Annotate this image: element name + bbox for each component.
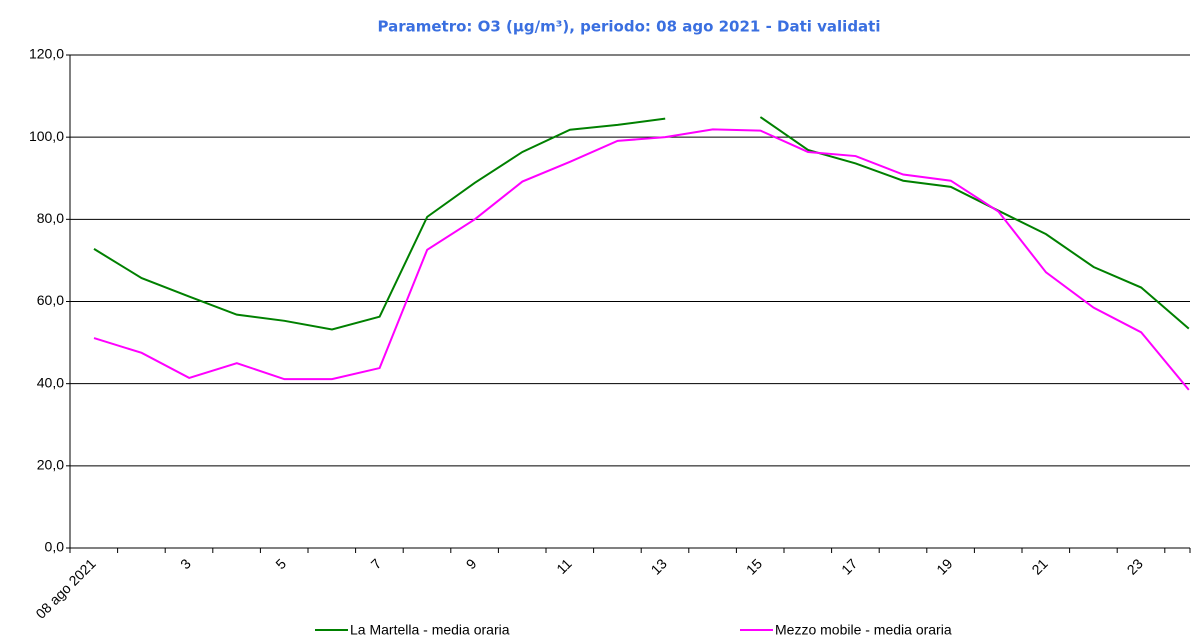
x-tick-label: 3 — [177, 555, 194, 572]
x-tick-label: 21 — [1028, 555, 1050, 577]
y-tick-label: 0,0 — [45, 539, 65, 555]
y-tick-label: 20,0 — [37, 457, 64, 473]
x-tick-label: 15 — [743, 555, 765, 577]
series-line — [93, 116, 1190, 331]
x-tick-label: 23 — [1124, 555, 1146, 577]
x-tick-label: 11 — [553, 555, 575, 577]
x-tick-label: 7 — [368, 555, 385, 572]
legend-label: La Martella - media oraria — [350, 622, 510, 638]
series-line — [93, 128, 1190, 391]
x-tick-label: 17 — [838, 555, 860, 577]
x-tick-label: 13 — [648, 555, 670, 577]
y-tick-label: 100,0 — [29, 128, 64, 144]
y-tick-label: 120,0 — [29, 46, 64, 62]
y-tick-label: 40,0 — [37, 374, 64, 390]
y-tick-label: 80,0 — [37, 210, 64, 226]
x-tick-label: 19 — [933, 555, 955, 577]
chart-title: Parametro: O3 (µg/m³), periodo: 08 ago 2… — [377, 18, 880, 36]
x-tick-label: 08 ago 2021 — [32, 555, 99, 622]
legend-label: Mezzo mobile - media oraria — [775, 622, 952, 638]
y-tick-label: 60,0 — [37, 292, 64, 308]
x-tick-label: 9 — [463, 555, 480, 572]
x-tick-label: 5 — [272, 555, 289, 572]
